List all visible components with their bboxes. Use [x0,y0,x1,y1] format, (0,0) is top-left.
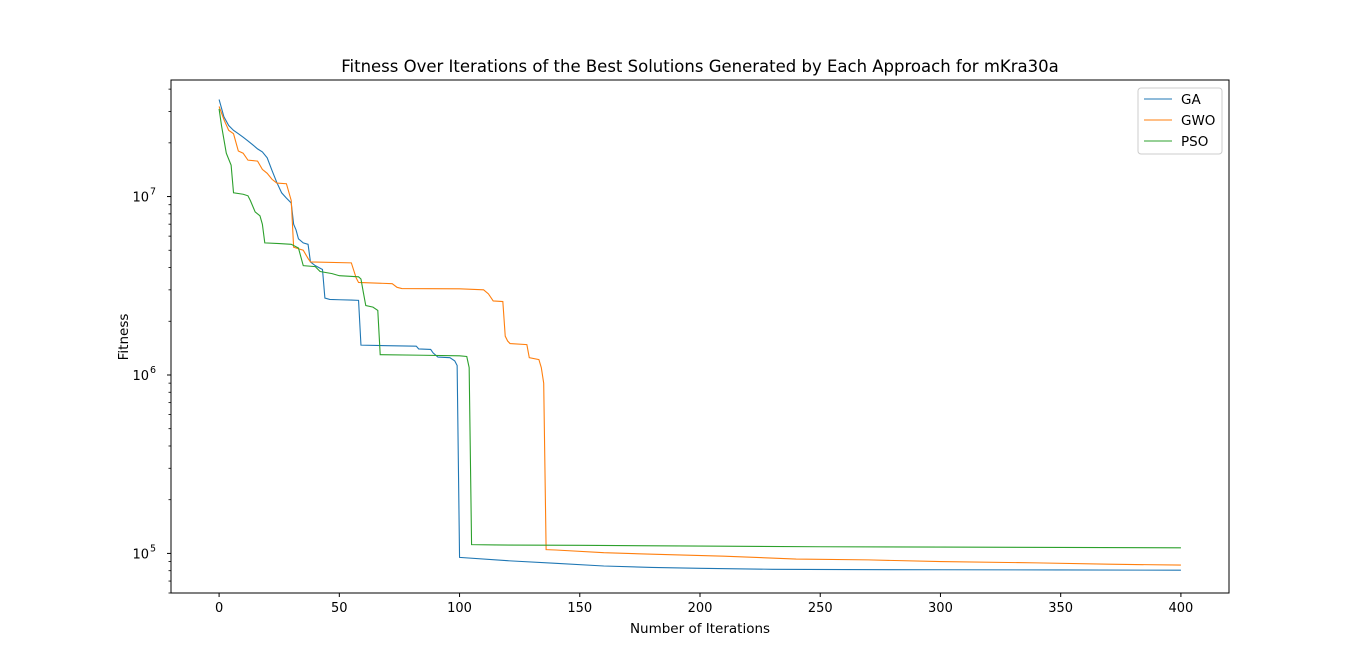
y-tick-label: 10 [132,547,149,562]
legend-label-pso: PSO [1181,134,1208,150]
chart-title: Fitness Over Iterations of the Best Solu… [341,57,1059,76]
x-tick-label: 100 [447,601,472,616]
series-line-ga [218,99,1181,571]
legend-label-gwo: GWO [1181,113,1215,129]
x-tick-label: 300 [928,601,953,616]
x-axis: 0 50 100 150 200 250 300 350 400 [215,593,1193,616]
series-line-gwo [218,106,1181,566]
x-tick-label: 200 [688,601,713,616]
x-tick-label: 400 [1168,601,1193,616]
x-tick-label: 250 [808,601,833,616]
y-axis-label: Fitness [116,314,132,361]
legend-box [1137,87,1223,155]
y-tick-label: 10 [132,369,149,384]
legend-label-ga: GA [1181,92,1201,108]
y-tick-exponent: 7 [150,187,156,198]
x-tick-label: 50 [331,601,348,616]
x-axis-label: Number of Iterations [630,621,770,637]
x-tick-label: 350 [1048,601,1073,616]
series-layer [218,99,1181,571]
y-tick-exponent: 5 [150,543,156,554]
x-tick-label: 150 [567,601,592,616]
series-line-pso [218,108,1181,549]
y-tick-exponent: 6 [150,365,156,376]
legend: GA GWO PSO [1137,87,1223,155]
y-tick-label: 10 [132,191,149,206]
x-tick-label: 0 [215,601,223,616]
plot-frame [170,79,1230,594]
